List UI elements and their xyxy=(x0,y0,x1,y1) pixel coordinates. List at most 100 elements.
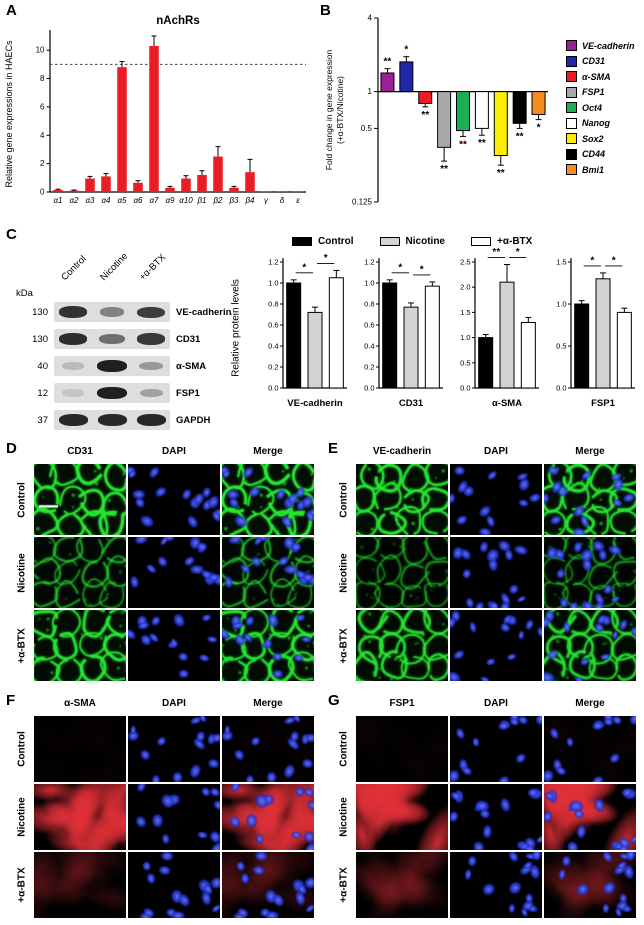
f-nicotine-merge-image xyxy=(222,784,314,850)
e-nicotine-merge-image xyxy=(544,537,636,608)
x-tick-label: α4 xyxy=(101,196,111,205)
svg-text:0.5: 0.5 xyxy=(556,342,566,351)
e-control-ve-cadherin-image xyxy=(356,464,448,535)
bar-Nicotine xyxy=(499,281,515,389)
svg-text:4: 4 xyxy=(368,14,373,23)
svg-text:1.0: 1.0 xyxy=(268,279,278,288)
legend-item: Nanog xyxy=(566,117,635,129)
panel-f: F α-SMA DAPI Merge Control Nicotine +α-BTX xyxy=(0,690,322,925)
svg-text:0: 0 xyxy=(40,188,45,197)
bar-+α-BTX xyxy=(328,277,344,389)
bar-α6 xyxy=(133,182,143,192)
protein-name: α-SMA xyxy=(176,361,207,372)
blot-band xyxy=(97,360,127,372)
legend-swatch xyxy=(566,164,577,175)
legend-label: Bmi1 xyxy=(582,164,605,175)
legend-label: α-SMA xyxy=(582,71,611,82)
svg-text:0.0: 0.0 xyxy=(556,384,566,393)
bar-CD31 xyxy=(399,61,414,93)
legend-item: Bmi1 xyxy=(566,164,635,175)
blot-strip-cd31 xyxy=(54,329,170,349)
svg-text:4: 4 xyxy=(40,131,45,140)
legend-label: CD44 xyxy=(582,149,606,159)
bar-δ xyxy=(277,191,287,192)
svg-text:0.2: 0.2 xyxy=(364,363,374,372)
bar-β2 xyxy=(213,156,223,192)
f-control-dapi-image xyxy=(128,716,220,782)
svg-text:0.5: 0.5 xyxy=(460,358,470,367)
blot-strip-gapdh xyxy=(54,410,170,430)
panel-c: C Control Nicotine +α-BTX Control Nicotine +… xyxy=(0,224,644,438)
significance: * xyxy=(537,123,541,134)
svg-text:0.6: 0.6 xyxy=(268,321,278,330)
chart-title: FSP1 xyxy=(591,398,615,409)
x-tick-label: β2 xyxy=(212,196,223,205)
f---btx---sma-image xyxy=(34,852,126,918)
svg-text:1.5: 1.5 xyxy=(556,258,566,267)
legend-item: α-SMA xyxy=(566,71,635,82)
svg-text:2.0: 2.0 xyxy=(460,283,470,292)
x-tick-label: α3 xyxy=(85,196,95,205)
bar-α5 xyxy=(117,67,127,192)
svg-text:10: 10 xyxy=(36,46,45,55)
panel-d-label: D xyxy=(6,440,17,457)
protein-chart-fsp1: 0.0 0.5 1.0 1.5 * * FSP1 xyxy=(556,255,635,409)
g---btx-dapi-image xyxy=(450,852,542,918)
blot-band xyxy=(58,306,88,318)
blot-band xyxy=(99,307,125,317)
legend-label: CD31 xyxy=(582,56,606,66)
lane-label-2: +α-BTX xyxy=(137,252,169,283)
bar-Oct4 xyxy=(456,91,470,132)
legend-item: Control xyxy=(292,236,354,247)
bar-ε xyxy=(293,191,303,192)
protein-level-charts: 0.0 0.2 0.4 0.6 0.8 1.0 1.2 * * VE-cadherin 0.0 0.2… xyxy=(256,236,640,432)
significance: * xyxy=(516,247,520,258)
blot-band xyxy=(136,333,166,345)
svg-text:8: 8 xyxy=(40,74,45,83)
svg-text:0.8: 0.8 xyxy=(268,300,278,309)
protein-name: CD31 xyxy=(176,334,201,345)
panel-g: G FSP1 DAPI Merge Control Nicotine +α-BTX xyxy=(322,690,644,925)
significance: * xyxy=(590,255,594,266)
svg-text:0.0: 0.0 xyxy=(460,384,470,393)
column-header-fsp1: FSP1 xyxy=(389,698,415,709)
y-axis-ticks: 0.0 0.2 0.4 0.6 0.8 1.0 1.2 xyxy=(364,258,379,393)
f---btx-merge-image xyxy=(222,852,314,918)
row-label-nicotine: Nicotine xyxy=(16,797,28,837)
legend-item: Sox2 xyxy=(566,133,635,144)
svg-text:1.0: 1.0 xyxy=(364,279,374,288)
svg-text:1.0: 1.0 xyxy=(556,300,566,309)
legend-item: VE-cadherin xyxy=(566,40,635,51)
legend-label: FSP1 xyxy=(582,87,605,97)
legend-swatch xyxy=(566,40,577,51)
e-control-merge-image xyxy=(544,464,636,535)
e-nicotine-ve-cadherin-image xyxy=(356,537,448,608)
x-tick-label: δ xyxy=(280,196,285,205)
chart-title: CD31 xyxy=(399,398,424,409)
chart-title: VE-cadherin xyxy=(287,398,343,409)
bar-Nicotine xyxy=(307,311,323,389)
legend-item: FSP1 xyxy=(566,86,635,98)
x-tick-label: α1 xyxy=(53,196,62,205)
g-nicotine-merge-image xyxy=(544,784,636,850)
legend-item: Nicotine xyxy=(379,236,445,247)
protein-chart-cd31: 0.0 0.2 0.4 0.6 0.8 1.0 1.2 * * CD31 xyxy=(364,258,443,409)
bar-+α-BTX xyxy=(424,285,440,389)
g---btx-fsp1-image xyxy=(356,852,448,918)
legend-swatch xyxy=(471,237,491,246)
g-control-dapi-image xyxy=(450,716,542,782)
y-axis-label: (+α-BTX/Nicotine) xyxy=(335,76,345,144)
bar-α4 xyxy=(101,176,111,192)
panel-g-label: G xyxy=(328,692,340,709)
significance: ** xyxy=(478,138,486,149)
legend-label: Control xyxy=(318,236,354,247)
x-tick-label: α2 xyxy=(69,196,79,205)
bar-α-SMA xyxy=(418,91,433,104)
bar-β3 xyxy=(229,187,239,192)
f-control---sma-image xyxy=(34,716,126,782)
bar-Nanog xyxy=(474,91,489,129)
d-control-dapi-image xyxy=(128,464,220,535)
svg-text:1.5: 1.5 xyxy=(460,308,470,317)
significance: * xyxy=(302,262,306,273)
g-control-merge-image xyxy=(544,716,636,782)
